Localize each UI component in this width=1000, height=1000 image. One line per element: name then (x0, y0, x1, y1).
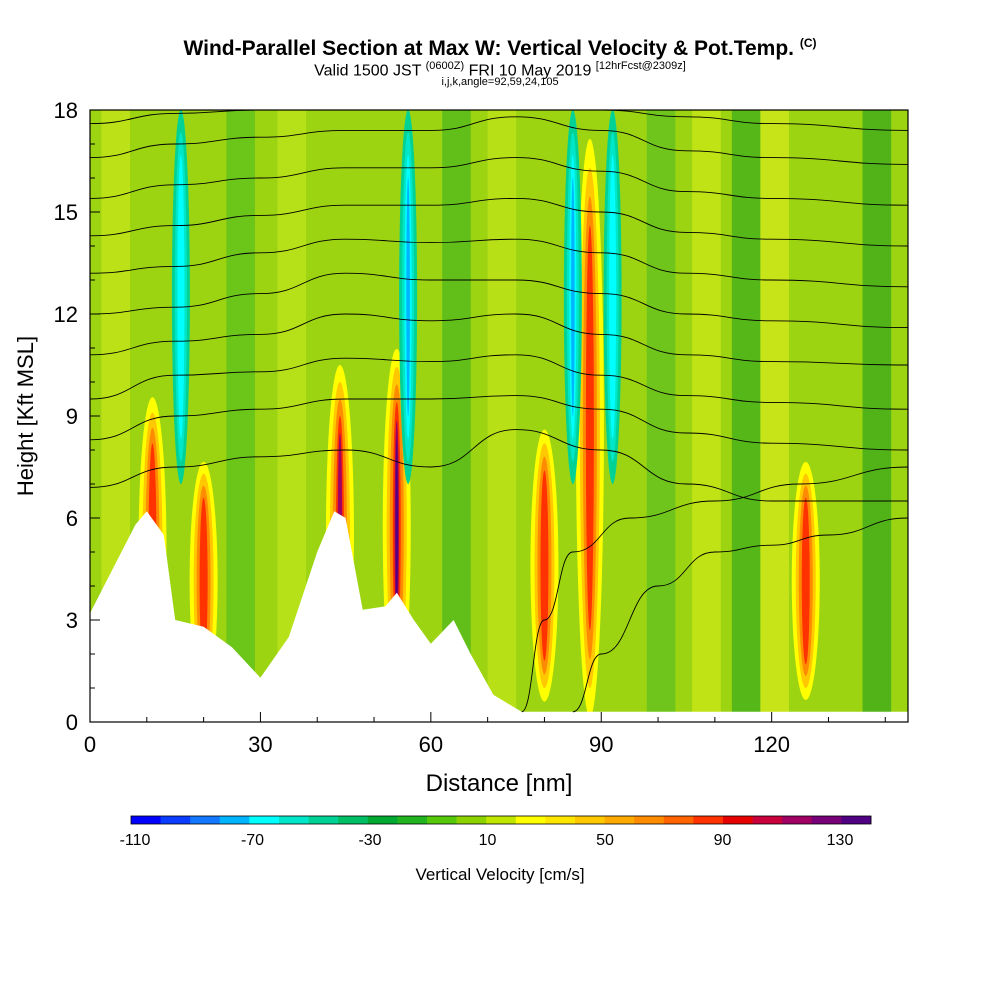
colorbar-swatch (249, 816, 280, 824)
colorbar-tick-label: -70 (241, 832, 264, 849)
theta-contour (90, 395, 908, 451)
updraft-1-band (199, 497, 208, 665)
updraft-4-band (540, 470, 549, 661)
colorbar-swatch (131, 816, 161, 824)
colorbar-tick-label: -110 (120, 832, 151, 849)
theta-contour (90, 110, 908, 131)
colorbar-label: Vertical Velocity [cm/s] (415, 865, 584, 884)
y-tick-label: 6 (66, 506, 78, 531)
velocity-field (90, 110, 908, 722)
colorbar-tick-label: 90 (714, 832, 732, 849)
theta-contour (90, 429, 908, 502)
y-tick-label: 18 (54, 98, 78, 123)
colorbar-tick-label: 10 (479, 832, 497, 849)
colorbar-swatch (190, 816, 221, 824)
x-tick-label: 90 (589, 732, 613, 757)
theta-contour (90, 197, 908, 247)
colorbar-swatch (545, 816, 576, 824)
theta-contour (90, 313, 908, 366)
theta-contour (90, 272, 908, 329)
colorbar-frame (130, 815, 872, 825)
colorbar-swatch (279, 816, 309, 824)
terrain-fill (90, 511, 908, 722)
colorbar-swatch (219, 816, 250, 824)
x-tick-label: 120 (753, 732, 790, 757)
field-stripe (760, 110, 789, 722)
y-tick-label: 15 (54, 200, 78, 225)
colorbar-swatch (160, 816, 191, 824)
x-tick-label: 0 (84, 732, 96, 757)
y-tick-label: 0 (66, 710, 78, 735)
x-tick-label: 60 (419, 732, 443, 757)
colorbar-tick-label: -30 (358, 832, 381, 849)
colorbar-swatch (456, 816, 487, 824)
title-mark: (C) (799, 36, 817, 50)
theta-contour (90, 116, 908, 165)
terrain-mask (90, 511, 908, 722)
y-tick-label: 3 (66, 608, 78, 633)
field-stripe (226, 110, 255, 722)
subtitle-forecast: [12hrFcst@2309z] (595, 60, 686, 72)
colorbar-swatch (604, 816, 635, 824)
theta-contour (90, 157, 908, 206)
downdraft-0-band (177, 154, 185, 440)
updraft-6-band (801, 497, 810, 665)
field-stripe (862, 110, 892, 722)
chart-subtitle: Valid 1500 JST (0600Z) FRI 10 May 2019 [… (0, 60, 1000, 80)
theta-contours (90, 110, 908, 713)
colorbar-swatch (693, 816, 724, 824)
colorbar-swatch (634, 816, 665, 824)
theta-contour (90, 354, 908, 410)
field-stripe (487, 110, 517, 722)
theta-contour (572, 517, 908, 713)
colorbar-swatch (486, 816, 517, 824)
colorbar-swatch (397, 816, 428, 824)
subtitle-utc: (0600Z) (425, 60, 465, 72)
colorbar-swatch (663, 816, 694, 824)
field-stripe (731, 110, 761, 722)
downdraft-1-band (406, 177, 410, 417)
x-axis-label: Distance [nm] (426, 770, 573, 797)
colorbar-swatch (782, 816, 813, 824)
colorbar-swatch (515, 816, 546, 824)
chart-title-text: Wind-Parallel Section at Max W: Vertical… (183, 37, 794, 60)
chart-params: i,j,k,angle=92,59,24,105 (441, 76, 559, 88)
subtitle-date: FRI 10 May 2019 (468, 62, 592, 80)
field-stripe (442, 110, 471, 722)
colorbar: -110 -70 -30 10 50 90 130 (120, 815, 872, 849)
colorbar-swatch (752, 816, 783, 824)
colorbar-swatch (338, 816, 369, 824)
colorbar-swatch (575, 816, 605, 824)
colorbar-swatch (308, 816, 339, 824)
colorbar-swatch (841, 816, 872, 824)
field-stripe (646, 110, 676, 722)
theta-contour (521, 466, 908, 713)
colorbar-tick-label: 50 (596, 832, 614, 849)
y-tick-label: 12 (54, 302, 78, 327)
downdraft-3-band (609, 154, 617, 440)
updraft-5-band (585, 225, 594, 631)
colorbar-swatch (427, 816, 457, 824)
colorbar-tick-label: 130 (827, 832, 854, 849)
field-stripe (692, 110, 721, 722)
axes: 0 30 60 90 120 0 3 6 9 12 15 18 (54, 98, 886, 757)
x-tick-label: 30 (248, 732, 272, 757)
colorbar-swatch (811, 816, 842, 824)
updraft-3-band (395, 438, 398, 617)
chart-title: Wind-Parallel Section at Max W: Vertical… (0, 36, 1000, 61)
y-tick-label: 9 (66, 404, 78, 429)
theta-contour (90, 238, 908, 288)
downdraft-2-band (571, 177, 575, 417)
y-axis-label: Height [Kft MSL] (13, 336, 38, 496)
subtitle-valid: Valid 1500 JST (314, 62, 422, 80)
colorbar-swatch (723, 816, 753, 824)
colorbar-swatch (367, 816, 398, 824)
